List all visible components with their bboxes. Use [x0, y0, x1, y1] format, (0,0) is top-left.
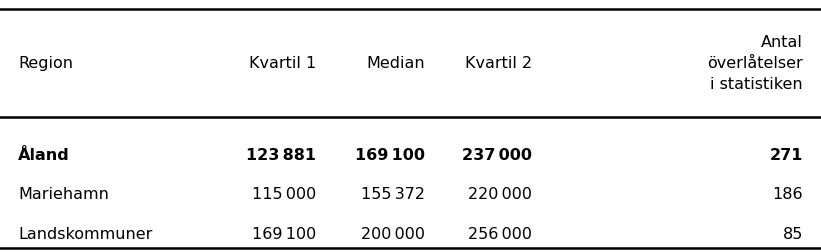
Text: 256 000: 256 000 — [468, 226, 532, 241]
Text: 200 000: 200 000 — [361, 226, 425, 241]
Text: Antal
överlåtelser
i statistiken: Antal överlåtelser i statistiken — [707, 35, 803, 92]
Text: Median: Median — [367, 56, 425, 71]
Text: 123 881: 123 881 — [246, 147, 316, 163]
Text: Mariehamn: Mariehamn — [18, 186, 109, 202]
Text: Region: Region — [18, 56, 73, 71]
Text: Kvartil 2: Kvartil 2 — [465, 56, 532, 71]
Text: 237 000: 237 000 — [462, 147, 532, 163]
Text: 186: 186 — [773, 186, 803, 202]
Text: 169 100: 169 100 — [355, 147, 425, 163]
Text: 271: 271 — [769, 147, 803, 163]
Text: Landskommuner: Landskommuner — [18, 226, 153, 241]
Text: 220 000: 220 000 — [468, 186, 532, 202]
Text: 115 000: 115 000 — [252, 186, 316, 202]
Text: 155 372: 155 372 — [361, 186, 425, 202]
Text: Åland: Åland — [18, 147, 70, 163]
Text: Kvartil 1: Kvartil 1 — [249, 56, 316, 71]
Text: 85: 85 — [782, 226, 803, 241]
Text: 169 100: 169 100 — [252, 226, 316, 241]
